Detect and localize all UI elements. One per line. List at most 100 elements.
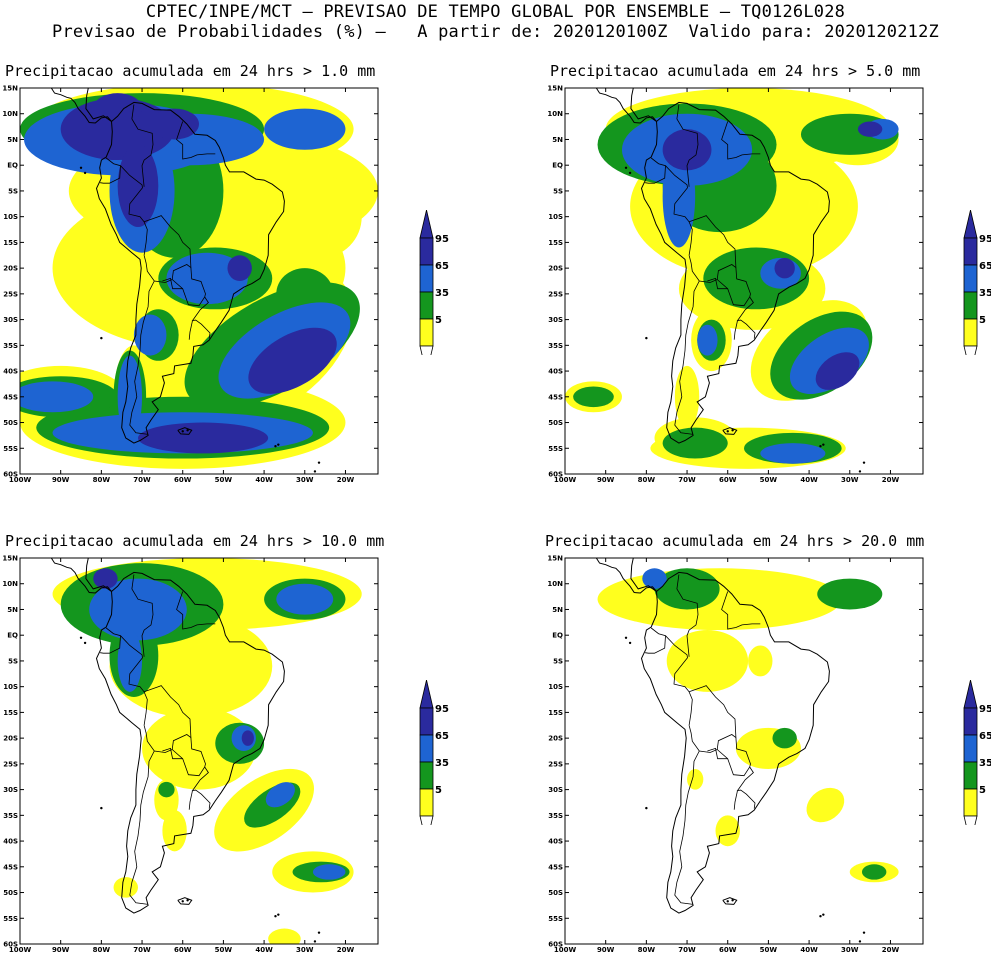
- country-border: [162, 747, 183, 760]
- island: [313, 940, 317, 943]
- falkland-islands: [722, 427, 738, 435]
- colorbar-bottom-arrow: [963, 345, 978, 355]
- colorbar-segment: [419, 237, 434, 266]
- country-border: [143, 685, 192, 753]
- lon-label: 50W: [215, 946, 233, 954]
- prob-area-p65: [265, 782, 295, 808]
- lat-label: 20S: [548, 735, 563, 743]
- island: [274, 915, 277, 918]
- lat-label: 30S: [548, 786, 563, 794]
- central-america-coast: [595, 558, 657, 594]
- colorbar-segment: [419, 707, 434, 736]
- island: [858, 940, 862, 943]
- colorbar-segment: [963, 237, 978, 266]
- falkland-islands: [177, 897, 193, 905]
- colorbar-segment: [963, 734, 978, 763]
- map-panel-2: 15N 10N 5N EQ 5S 10S 15S 20S 25S 30S 35S 40S 45S 50S 5…: [545, 85, 925, 484]
- lat-label: 5N: [7, 606, 18, 614]
- colorbar-label: 35: [979, 288, 991, 299]
- lon-label: 70W: [133, 946, 151, 954]
- probability-field: [20, 88, 378, 469]
- colorbar-segment: [963, 318, 978, 347]
- country-border: [674, 750, 700, 905]
- island: [819, 445, 822, 448]
- colorbar-label: 65: [979, 731, 991, 742]
- prob-area-p5: [268, 928, 301, 944]
- island: [317, 931, 321, 934]
- probability-field: [597, 568, 899, 883]
- lon-label: 50W: [760, 946, 778, 954]
- lat-label: 50S: [3, 419, 18, 427]
- lat-label: 55S: [548, 445, 563, 453]
- country-border: [131, 104, 154, 187]
- island: [731, 899, 734, 902]
- lat-label: 5S: [553, 187, 563, 195]
- colorbar-label: 35: [435, 288, 449, 299]
- lat-label: 55S: [3, 915, 18, 923]
- country-border: [721, 591, 761, 630]
- country-border: [676, 574, 699, 657]
- island: [645, 336, 648, 340]
- colorbar-segment: [419, 264, 434, 293]
- lat-label: EQ: [7, 162, 18, 170]
- colorbar-label: 35: [435, 758, 449, 769]
- prob-area-p65: [117, 630, 143, 692]
- prob-area-p95: [248, 327, 337, 394]
- prob-area-p5: [113, 877, 138, 898]
- country-border: [129, 750, 155, 905]
- lat-label: 10N: [547, 580, 563, 588]
- prob-area-p65: [312, 864, 346, 880]
- lon-label: 30W: [296, 476, 314, 484]
- lat-label: 5N: [552, 606, 563, 614]
- lat-label: 35S: [548, 812, 563, 820]
- lat-label: 20S: [548, 265, 563, 273]
- panel-4-title: Precipitacao acumulada em 24 hrs > 20.0 …: [545, 532, 925, 550]
- lat-label: 55S: [548, 915, 563, 923]
- prob-area-p35: [817, 578, 883, 610]
- map-frame: [19, 87, 379, 475]
- country-border: [645, 627, 666, 654]
- prob-area-p65: [697, 324, 718, 356]
- colorbar-label: 95: [435, 704, 449, 715]
- map-svg: 15N 10N 5N EQ 5S 10S 15S 20S 25S 30S 35S 40S 45S 50S 5…: [2, 555, 379, 954]
- lat-label: 25S: [3, 290, 18, 298]
- prob-area-p95: [93, 568, 118, 589]
- lon-label: 20W: [337, 476, 355, 484]
- colorbar-bottom-arrow: [963, 815, 978, 825]
- lat-label: 60S: [3, 471, 18, 479]
- colorbar-label: 65: [979, 261, 991, 272]
- lat-label: 15S: [548, 239, 563, 247]
- south-america-coast: [640, 571, 830, 914]
- colorbar-label: 5: [979, 785, 986, 796]
- island: [277, 913, 280, 916]
- country-border: [120, 165, 148, 256]
- lat-label: 40S: [548, 838, 563, 846]
- prob-area-p65: [89, 578, 187, 641]
- country-border: [143, 215, 192, 283]
- lon-label: 30W: [841, 946, 859, 954]
- prob-area-p65: [20, 381, 94, 413]
- lat-label: 5S: [553, 657, 563, 665]
- country-border: [674, 280, 700, 435]
- lat-label: 10S: [548, 213, 563, 221]
- colorbar-1: 95 65 35 5: [419, 210, 449, 355]
- prob-area-p5: [162, 810, 187, 852]
- country-border: [191, 296, 211, 339]
- country-border: [665, 635, 693, 726]
- lat-label: 15N: [2, 85, 18, 93]
- lon-label: 60W: [719, 476, 737, 484]
- prob-area-p35: [573, 386, 614, 408]
- prob-area-p95: [137, 422, 269, 454]
- panel-3-title: Precipitacao acumulada em 24 hrs > 10.0 …: [5, 532, 385, 550]
- lat-label: 40S: [548, 368, 563, 376]
- map-svg: 15N 10N 5N EQ 5S 10S 15S 20S 25S 30S 35S 40S 45S 50S 5…: [547, 555, 924, 954]
- prob-area-p65: [642, 568, 667, 589]
- falkland-islands: [722, 897, 738, 905]
- colorbar-bottom-arrow: [419, 815, 434, 825]
- lon-label: 20W: [882, 946, 900, 954]
- country-border: [645, 157, 666, 184]
- lat-label: 15S: [3, 239, 18, 247]
- lon-label: 60W: [719, 946, 737, 954]
- island: [79, 636, 83, 639]
- island: [862, 461, 866, 464]
